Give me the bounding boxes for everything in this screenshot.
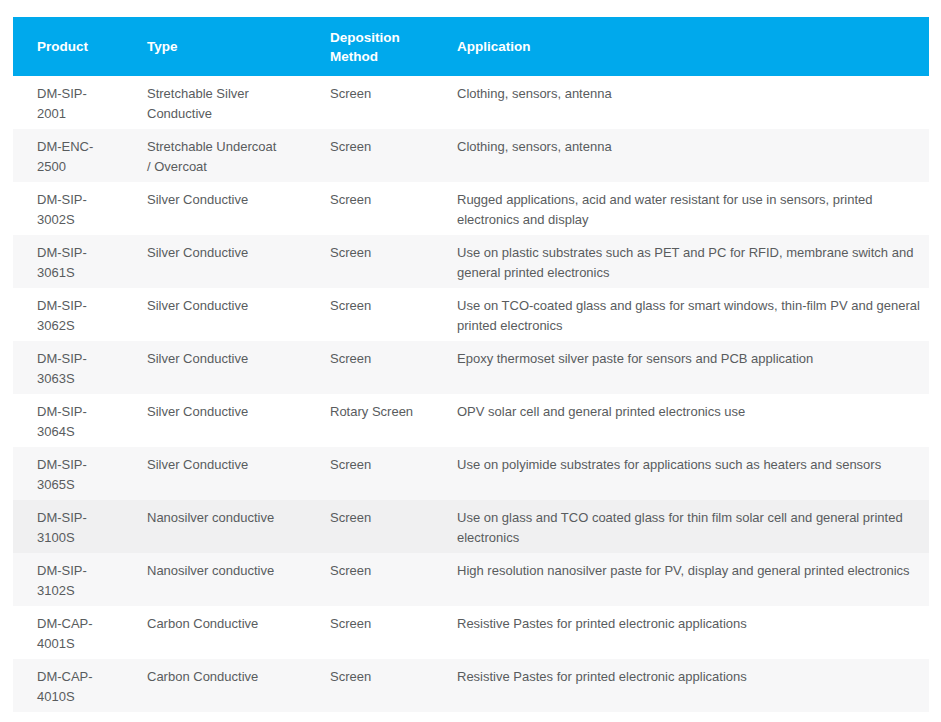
product-table: Product Type Deposition Method Applicati… (13, 17, 929, 712)
type-cell: Silver Conductive (123, 182, 306, 235)
type-cell: Silver Conductive (123, 288, 306, 341)
product-cell: DM-SIP-3102S (13, 553, 123, 606)
column-header-application: Application (433, 17, 929, 76)
application-cell: Use on polyimide substrates for applicat… (433, 447, 929, 500)
product-cell: DM-ENC-2500 (13, 129, 123, 182)
product-cell: DM-SIP-3061S (13, 235, 123, 288)
table-row: DM-SIP-3063S Silver Conductive Screen Ep… (13, 341, 929, 394)
type-cell: Nanosilver conductive (123, 500, 306, 553)
deposition-method-cell: Screen (306, 129, 433, 182)
type-cell: Silver Conductive (123, 394, 306, 447)
table-row: DM-SIP-2001 Stretchable Silver Conductiv… (13, 76, 929, 129)
type-cell: Nanosilver conductive (123, 553, 306, 606)
type-cell: Silver Conductive (123, 447, 306, 500)
table-body: DM-SIP-2001 Stretchable Silver Conductiv… (13, 76, 929, 712)
deposition-method-cell: Screen (306, 288, 433, 341)
table-row: DM-SIP-3102S Nanosilver conductive Scree… (13, 553, 929, 606)
deposition-method-cell: Screen (306, 606, 433, 659)
product-table-container: Product Type Deposition Method Applicati… (13, 17, 929, 712)
column-header-product: Product (13, 17, 123, 76)
application-cell: Resistive Pastes for printed electronic … (433, 606, 929, 659)
product-cell: DM-SIP-3063S (13, 341, 123, 394)
table-row: DM-SIP-3061S Silver Conductive Screen Us… (13, 235, 929, 288)
table-header-row: Product Type Deposition Method Applicati… (13, 17, 929, 76)
product-cell: DM-SIP-2001 (13, 76, 123, 129)
type-cell: Silver Conductive (123, 341, 306, 394)
table-row: DM-CAP-4001S Carbon Conductive Screen Re… (13, 606, 929, 659)
table-row: DM-SIP-3064S Silver Conductive Rotary Sc… (13, 394, 929, 447)
product-cell: DM-SIP-3064S (13, 394, 123, 447)
application-cell: Use on plastic substrates such as PET an… (433, 235, 929, 288)
deposition-method-cell: Screen (306, 659, 433, 712)
product-cell: DM-SIP-3100S (13, 500, 123, 553)
table-row: DM-SIP-3100S Nanosilver conductive Scree… (13, 500, 929, 553)
application-cell: High resolution nanosilver paste for PV,… (433, 553, 929, 606)
application-cell: Resistive Pastes for printed electronic … (433, 659, 929, 712)
product-cell: DM-SIP-3062S (13, 288, 123, 341)
application-cell: Use on glass and TCO coated glass for th… (433, 500, 929, 553)
column-header-deposition-method: Deposition Method (306, 17, 433, 76)
application-cell: Clothing, sensors, antenna (433, 76, 929, 129)
table-row: DM-CAP-4010S Carbon Conductive Screen Re… (13, 659, 929, 712)
deposition-method-cell: Screen (306, 553, 433, 606)
type-cell: Stretchable Silver Conductive (123, 76, 306, 129)
deposition-method-cell: Screen (306, 182, 433, 235)
application-cell: Use on TCO-coated glass and glass for sm… (433, 288, 929, 341)
type-cell: Carbon Conductive (123, 659, 306, 712)
table-row: DM-SIP-3062S Silver Conductive Screen Us… (13, 288, 929, 341)
type-cell: Stretchable Undercoat / Overcoat (123, 129, 306, 182)
product-cell: DM-SIP-3002S (13, 182, 123, 235)
deposition-method-cell: Rotary Screen (306, 394, 433, 447)
deposition-method-cell: Screen (306, 500, 433, 553)
deposition-method-cell: Screen (306, 235, 433, 288)
product-cell: DM-SIP-3065S (13, 447, 123, 500)
table-row: DM-SIP-3002S Silver Conductive Screen Ru… (13, 182, 929, 235)
table-row: DM-SIP-3065S Silver Conductive Screen Us… (13, 447, 929, 500)
application-cell: Clothing, sensors, antenna (433, 129, 929, 182)
product-cell: DM-CAP-4010S (13, 659, 123, 712)
product-cell: DM-CAP-4001S (13, 606, 123, 659)
type-cell: Carbon Conductive (123, 606, 306, 659)
deposition-method-cell: Screen (306, 447, 433, 500)
application-cell: OPV solar cell and general printed elect… (433, 394, 929, 447)
column-header-type: Type (123, 17, 306, 76)
application-cell: Epoxy thermoset silver paste for sensors… (433, 341, 929, 394)
deposition-method-cell: Screen (306, 341, 433, 394)
deposition-method-cell: Screen (306, 76, 433, 129)
type-cell: Silver Conductive (123, 235, 306, 288)
application-cell: Rugged applications, acid and water resi… (433, 182, 929, 235)
table-row: DM-ENC-2500 Stretchable Undercoat / Over… (13, 129, 929, 182)
table-header: Product Type Deposition Method Applicati… (13, 17, 929, 76)
